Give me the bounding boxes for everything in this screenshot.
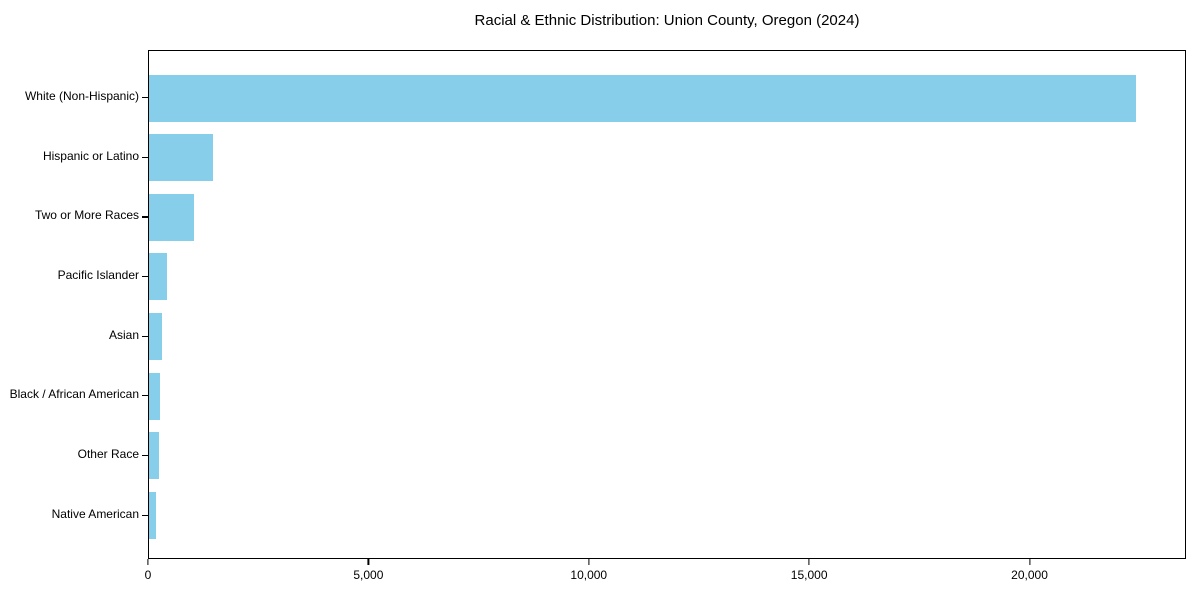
chart-title: Racial & Ethnic Distribution: Union Coun… bbox=[474, 12, 860, 29]
plot-area bbox=[148, 50, 1186, 559]
y-axis-label: Black / African American bbox=[9, 387, 139, 402]
bar bbox=[149, 74, 1136, 122]
y-tick-mark bbox=[142, 395, 148, 397]
x-axis-label: 10,000 bbox=[570, 568, 608, 582]
x-axis-label: 20,000 bbox=[1011, 568, 1048, 582]
bar bbox=[149, 134, 214, 182]
y-axis-label: Asian bbox=[108, 327, 139, 342]
x-tick-mark bbox=[808, 559, 810, 565]
x-tick-mark bbox=[588, 559, 590, 565]
y-axis-label: Hispanic or Latino bbox=[42, 148, 139, 163]
y-axis-label: Two or More Races bbox=[34, 208, 139, 223]
bar bbox=[149, 193, 194, 241]
y-tick-mark bbox=[142, 97, 148, 99]
y-axis-label: Native American bbox=[51, 506, 139, 521]
y-tick-mark bbox=[142, 335, 148, 337]
x-tick-mark bbox=[147, 559, 149, 565]
bar bbox=[149, 432, 160, 480]
y-axis-label: Other Race bbox=[77, 446, 139, 461]
y-axis-label: White (Non-Hispanic) bbox=[24, 89, 139, 103]
x-axis-label: 15,000 bbox=[790, 568, 828, 582]
y-tick-mark bbox=[142, 454, 148, 457]
x-tick-mark bbox=[367, 559, 369, 565]
bar bbox=[149, 253, 167, 301]
bar bbox=[149, 372, 161, 420]
x-tick-mark bbox=[1028, 559, 1031, 565]
x-axis-label: 0 bbox=[144, 568, 152, 582]
y-tick-mark bbox=[142, 514, 148, 516]
y-tick-mark bbox=[142, 156, 148, 158]
y-axis-label: Pacific Islander bbox=[57, 267, 139, 282]
x-axis-label: 5,000 bbox=[353, 568, 384, 582]
bar bbox=[149, 492, 156, 540]
bar bbox=[149, 313, 163, 361]
y-tick-mark bbox=[142, 275, 148, 278]
y-tick-mark bbox=[142, 216, 148, 218]
